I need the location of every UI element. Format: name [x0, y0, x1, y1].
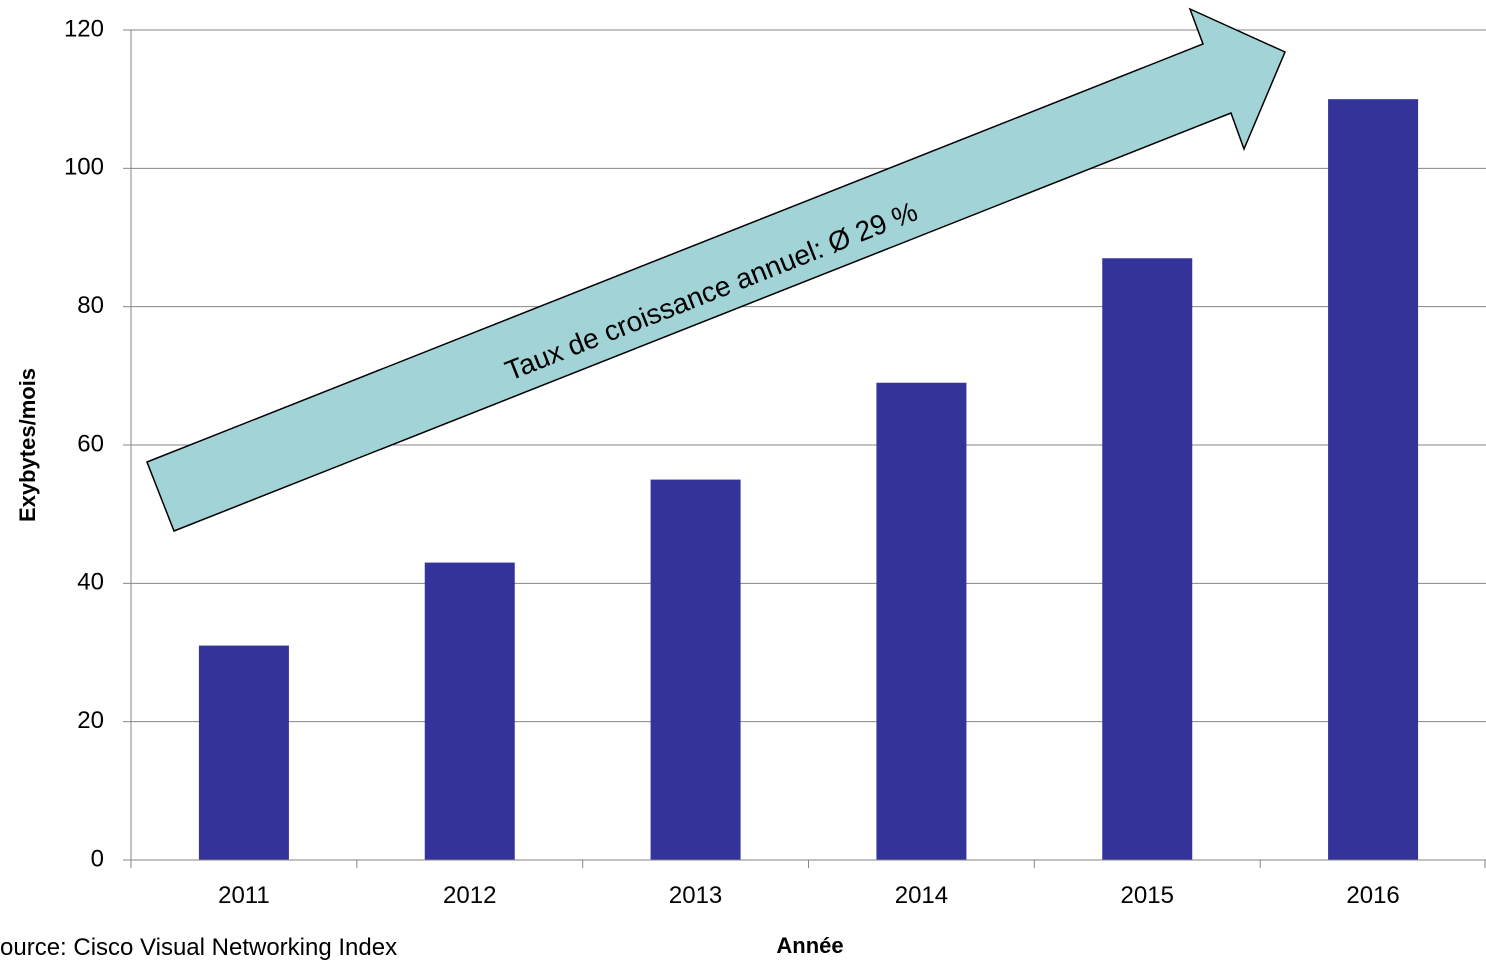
gridlines — [131, 29, 1486, 723]
y-tick-label: 40 — [77, 569, 104, 596]
x-tick-label: 2013 — [669, 882, 722, 909]
growth-annotation-label: Taux de croissance annuel: Ø 29 % — [501, 196, 922, 387]
bar-2015 — [1102, 258, 1193, 860]
y-tick-label: 120 — [64, 15, 104, 42]
bar-2016 — [1328, 99, 1419, 860]
x-axis-title: Année — [776, 933, 843, 958]
y-tick-label: 20 — [77, 707, 104, 734]
bar-2011 — [198, 645, 289, 860]
x-tick-label: 2015 — [1121, 882, 1174, 909]
x-tick-label: 2012 — [443, 882, 496, 909]
axes — [123, 29, 1486, 868]
x-tick-label: 2011 — [218, 882, 270, 909]
bar-2014 — [876, 382, 967, 860]
x-tick-label: 2016 — [1346, 882, 1399, 909]
y-axis-title: Exybytes/mois — [15, 368, 40, 522]
bar-2012 — [424, 562, 515, 860]
y-tick-labels: 0 20 40 60 80 100 120 — [64, 15, 104, 872]
y-tick-label: 0 — [91, 845, 104, 872]
growth-arrow-shape — [146, 7, 1286, 532]
x-tick-label: 2014 — [895, 882, 948, 909]
source-note: ource: Cisco Visual Networking Index — [0, 934, 397, 961]
y-tick-label: 80 — [77, 292, 104, 319]
y-tick-label: 60 — [77, 430, 104, 457]
bars — [198, 99, 1419, 860]
x-tick-labels: 2011 2012 2013 2014 2015 2016 — [218, 882, 1400, 909]
y-tick-label: 100 — [64, 154, 104, 181]
bar-2013 — [650, 479, 741, 860]
